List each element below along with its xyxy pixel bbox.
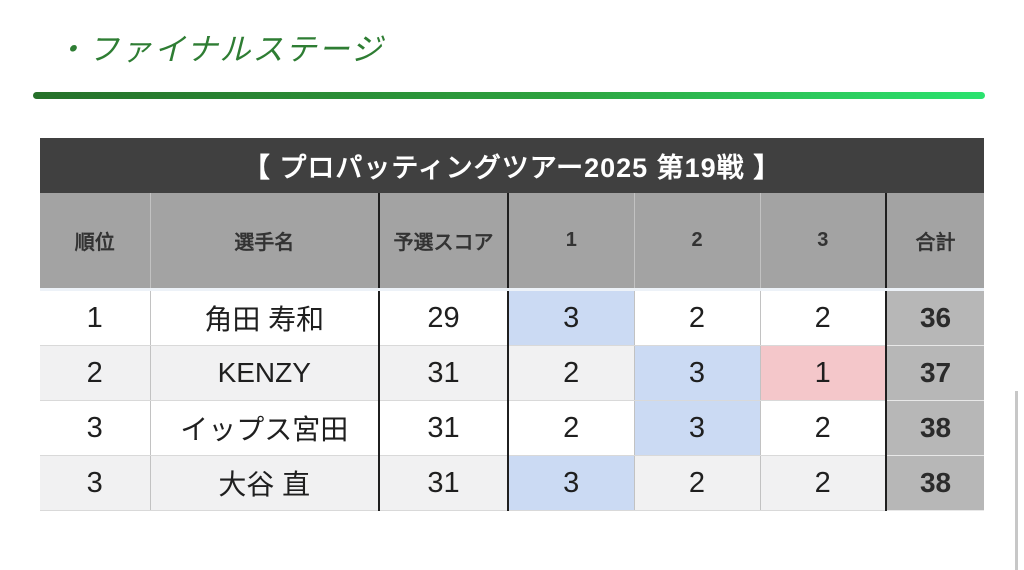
qualifying-score-cell: 29 — [379, 289, 509, 346]
game1-score-cell: 2 — [508, 345, 635, 401]
player-name-cell: 角田 寿和 — [150, 289, 380, 346]
total-score-cell: 38 — [886, 400, 985, 456]
rank-cell: 2 — [40, 345, 151, 401]
results-table-container: 【 プロパッティングツアー2025 第19戦 】 順位 選手名 予選スコア 1 … — [40, 138, 985, 511]
qualifying-score-cell: 31 — [379, 345, 509, 401]
table-header-row: 順位 選手名 予選スコア 1 2 3 合計 — [40, 193, 985, 291]
page-title: ・ファイナルステージ — [55, 32, 384, 67]
game3-score-cell: 2 — [760, 455, 887, 511]
table-title-row: 【 プロパッティングツアー2025 第19戦 】 — [40, 138, 985, 193]
column-header-game3: 3 — [760, 193, 887, 291]
game2-score-cell: 2 — [634, 455, 761, 511]
rank-cell: 3 — [40, 455, 151, 511]
column-header-game2: 2 — [634, 193, 761, 291]
column-header-player: 選手名 — [150, 193, 380, 291]
game3-score-cell: 2 — [760, 400, 887, 456]
player-name-cell: イップス宮田 — [150, 400, 380, 456]
player-name-cell: 大谷 直 — [150, 455, 380, 511]
rank-cell: 3 — [40, 400, 151, 456]
title-underline-rule — [33, 92, 985, 99]
game3-score-cell: 1 — [760, 345, 887, 401]
game1-score-cell: 2 — [508, 400, 635, 456]
column-header-total: 合計 — [886, 193, 985, 291]
results-table: 【 プロパッティングツアー2025 第19戦 】 順位 選手名 予選スコア 1 … — [40, 138, 985, 511]
column-header-game1: 1 — [508, 193, 635, 291]
qualifying-score-cell: 31 — [379, 455, 509, 511]
table-row: 3 イップス宮田 31 2 3 2 38 — [40, 400, 985, 456]
game3-score-cell: 2 — [760, 289, 887, 346]
scrollbar-thumb[interactable] — [1015, 391, 1018, 570]
player-name-cell: KENZY — [150, 345, 380, 401]
column-header-rank: 順位 — [40, 193, 151, 291]
qualifying-score-cell: 31 — [379, 400, 509, 456]
game2-score-cell: 3 — [634, 400, 761, 456]
total-score-cell: 36 — [886, 289, 985, 346]
table-row: 3 大谷 直 31 3 2 2 38 — [40, 455, 985, 511]
total-score-cell: 37 — [886, 345, 985, 401]
total-score-cell: 38 — [886, 455, 985, 511]
game1-score-cell: 3 — [508, 289, 635, 346]
table-row: 1 角田 寿和 29 3 2 2 36 — [40, 289, 985, 346]
rank-cell: 1 — [40, 289, 151, 346]
table-title: 【 プロパッティングツアー2025 第19戦 】 — [40, 138, 985, 193]
game1-score-cell: 3 — [508, 455, 635, 511]
game2-score-cell: 2 — [634, 289, 761, 346]
game2-score-cell: 3 — [634, 345, 761, 401]
table-row: 2 KENZY 31 2 3 1 37 — [40, 345, 985, 401]
column-header-qualifying-score: 予選スコア — [379, 193, 509, 291]
